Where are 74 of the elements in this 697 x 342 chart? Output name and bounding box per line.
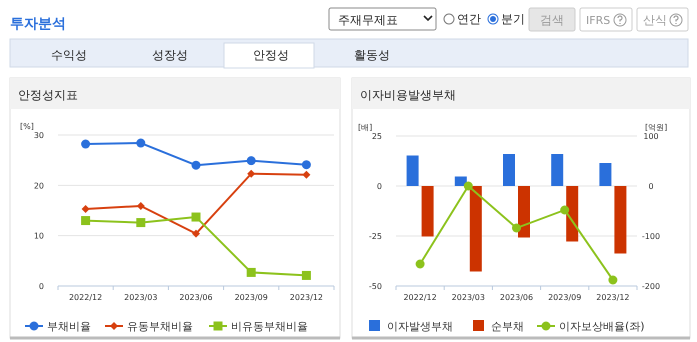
text: 활동성 — [354, 48, 390, 62]
text: IFRS — [586, 14, 610, 27]
y-tick-label: 0 — [376, 182, 382, 191]
point — [464, 182, 473, 190]
bar — [599, 163, 612, 186]
y-tick-label: 10 — [34, 232, 44, 241]
point — [192, 230, 200, 238]
chart-title: 안정성지표 — [18, 88, 78, 102]
y-axis-title: [%] — [20, 122, 34, 131]
point — [608, 276, 618, 284]
bar — [518, 186, 530, 238]
x-tick-label: 2022/12 — [68, 293, 102, 302]
point — [136, 138, 146, 148]
point — [81, 216, 90, 226]
point — [246, 156, 256, 166]
x-tick-label: 2023/06 — [179, 293, 213, 302]
y-tick-label: -25 — [368, 232, 382, 241]
point — [82, 204, 90, 213]
point — [136, 218, 146, 228]
x-tick-label: 2022/12 — [403, 293, 437, 302]
y2-tick-label: 0 — [648, 182, 654, 191]
y-tick-label: 20 — [34, 181, 44, 190]
bar — [503, 154, 515, 186]
x-tick-label: 2023/12 — [290, 293, 324, 302]
chart-title: 이자비용발생부채 — [360, 88, 456, 102]
text: 성장성 — [152, 48, 188, 62]
y-tick-label: -50 — [368, 282, 382, 291]
legend-label: 부채비율 — [47, 320, 91, 333]
y2-tick-label: -200 — [642, 282, 660, 291]
y2-tick-label: 100 — [643, 132, 659, 141]
bar — [406, 156, 419, 186]
bar — [454, 176, 467, 186]
text: 연간 — [457, 12, 481, 26]
bar — [614, 186, 626, 254]
x-tick-label: 2023/12 — [596, 293, 630, 302]
legend-label: 이자보상배율(좌) — [559, 320, 645, 333]
point — [192, 212, 200, 222]
bar — [551, 154, 564, 186]
y2-axis-title: [억원] — [645, 123, 668, 132]
text: 검색 — [540, 13, 564, 27]
text: 산식 — [643, 13, 667, 27]
point — [416, 260, 425, 268]
point — [247, 170, 256, 178]
y-tick-label: 25 — [372, 132, 382, 141]
y2-tick-label: -100 — [642, 232, 660, 241]
y-tick-label: 30 — [34, 131, 44, 140]
text: 주재무제표 — [338, 13, 398, 27]
text: 안정성 — [253, 48, 289, 62]
text: 수익성 — [51, 48, 87, 62]
legend-label: 유동부채비율 — [127, 320, 193, 333]
bar — [566, 186, 578, 242]
y-axis-title: [배] — [358, 123, 372, 132]
x-tick-label: 2023/09 — [234, 293, 268, 302]
text: 투자분석 — [10, 16, 66, 32]
legend-label: 이자발생부채 — [387, 320, 453, 333]
point — [512, 224, 521, 232]
bar — [422, 186, 434, 236]
bar — [470, 186, 482, 272]
y-tick-label: 0 — [38, 282, 44, 291]
point — [302, 160, 311, 170]
point — [302, 170, 310, 179]
point — [246, 268, 256, 277]
x-tick-label: 2023/03 — [124, 293, 158, 302]
point — [192, 160, 200, 170]
point — [560, 206, 570, 214]
x-tick-label: 2023/09 — [548, 293, 582, 302]
x-tick-label: 2023/03 — [452, 293, 485, 302]
point — [81, 140, 90, 149]
x-tick-label: 2023/06 — [500, 293, 534, 302]
point — [302, 270, 311, 280]
legend-label: 순부채 — [491, 320, 524, 333]
legend-label: 비유동부채비율 — [231, 320, 308, 333]
point — [136, 202, 145, 210]
text: 분기 — [501, 12, 525, 26]
